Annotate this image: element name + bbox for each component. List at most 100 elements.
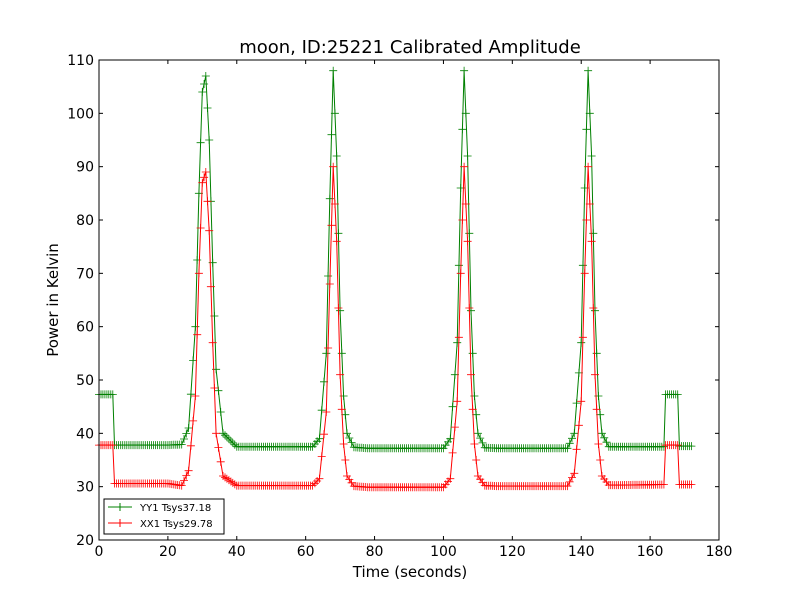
data-point xyxy=(201,72,210,80)
y-tick-label: 110 xyxy=(67,53,94,69)
data-point xyxy=(324,272,333,280)
x-tick-label: 80 xyxy=(366,544,384,560)
data-point xyxy=(200,80,209,88)
data-point xyxy=(673,441,682,450)
x-tick-label: 140 xyxy=(568,544,595,560)
data-point xyxy=(196,224,205,232)
series-0 xyxy=(95,66,696,453)
data-point xyxy=(212,429,221,438)
data-point xyxy=(182,429,191,438)
data-point xyxy=(460,162,469,171)
data-point xyxy=(325,280,334,288)
data-point xyxy=(327,221,336,230)
data-point xyxy=(182,471,191,480)
data-point xyxy=(334,229,343,238)
data-point xyxy=(317,406,326,415)
data-point xyxy=(324,344,333,352)
data-point xyxy=(205,136,214,144)
legend-box xyxy=(103,498,225,535)
data-point xyxy=(224,435,233,443)
data-point xyxy=(189,356,198,365)
data-point xyxy=(456,269,465,278)
data-point xyxy=(206,282,215,291)
data-point xyxy=(578,261,587,270)
data-point xyxy=(463,237,472,246)
data-point xyxy=(565,439,574,448)
data-point xyxy=(337,405,346,414)
data-point xyxy=(198,88,207,96)
data-point xyxy=(587,152,596,160)
x-tick-label: 0 xyxy=(95,544,104,560)
x-tick-label: 120 xyxy=(499,544,526,560)
data-point xyxy=(461,109,470,118)
data-point xyxy=(322,349,331,358)
data-point xyxy=(465,304,474,312)
data-point xyxy=(578,333,587,342)
data-point xyxy=(463,152,472,160)
data-point xyxy=(205,226,214,235)
legend-label: XX1 Tsys29.78 xyxy=(140,519,213,530)
data-point xyxy=(585,200,594,208)
data-point xyxy=(584,66,593,75)
data-point xyxy=(177,481,186,490)
data-point xyxy=(470,440,479,448)
data-point xyxy=(673,390,682,399)
series-1 xyxy=(95,162,696,492)
data-point xyxy=(343,472,351,480)
data-point xyxy=(589,229,598,238)
data-point xyxy=(341,456,350,464)
data-point xyxy=(460,66,469,75)
y-tick-label: 60 xyxy=(76,320,94,336)
x-tick-label: 60 xyxy=(297,544,315,560)
data-point xyxy=(201,168,210,176)
data-point xyxy=(336,370,345,379)
data-point xyxy=(334,304,343,312)
data-point xyxy=(659,480,668,489)
y-tick-label: 90 xyxy=(76,160,94,176)
data-point xyxy=(572,399,581,408)
data-point xyxy=(446,434,455,443)
data-point xyxy=(472,410,481,419)
data-point xyxy=(461,200,470,208)
data-point xyxy=(568,473,576,482)
data-point xyxy=(347,478,356,487)
data-point xyxy=(446,474,455,483)
data-point xyxy=(184,424,193,432)
data-point xyxy=(222,433,231,442)
data-point xyxy=(230,440,239,449)
plot-frame xyxy=(98,59,720,541)
data-point xyxy=(315,474,324,483)
data-point xyxy=(472,456,481,464)
data-point xyxy=(214,443,223,452)
data-point xyxy=(332,152,341,160)
data-point xyxy=(659,442,668,451)
data-point xyxy=(454,261,463,270)
legend: YY1 Tsys37.18 XX1 Tsys29.78 xyxy=(103,498,225,535)
data-point xyxy=(448,402,457,411)
data-point xyxy=(448,448,457,457)
data-point xyxy=(343,429,351,438)
data-point xyxy=(577,397,586,406)
data-point xyxy=(577,338,586,347)
data-point xyxy=(572,445,581,454)
data-point xyxy=(180,435,188,443)
data-point xyxy=(191,392,200,400)
data-point xyxy=(341,410,350,419)
data-point xyxy=(574,421,583,430)
data-point xyxy=(216,408,225,416)
data-point xyxy=(467,370,475,379)
data-point xyxy=(200,173,209,182)
data-point xyxy=(473,429,482,438)
data-point xyxy=(563,482,572,491)
data-point xyxy=(687,480,696,489)
data-point xyxy=(458,125,467,134)
data-point xyxy=(108,441,117,450)
x-tick-label: 40 xyxy=(228,544,246,560)
data-point xyxy=(108,390,117,399)
data-point xyxy=(186,390,195,399)
data-point xyxy=(345,434,354,442)
series-layer xyxy=(95,66,696,492)
data-point xyxy=(322,408,331,416)
data-point xyxy=(589,304,598,312)
